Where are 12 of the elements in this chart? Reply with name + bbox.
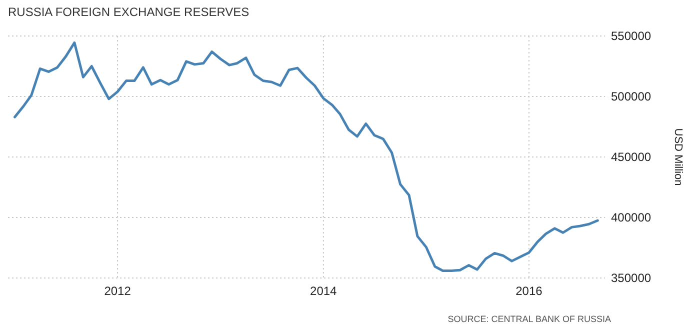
chart-title: RUSSIA FOREIGN EXCHANGE RESERVES xyxy=(8,5,250,19)
x-tick-label: 2014 xyxy=(310,284,338,298)
y-tick-label: 450000 xyxy=(611,150,652,164)
y-tick-label: 400000 xyxy=(611,210,652,225)
line-series xyxy=(14,41,599,272)
x-tick-label: 2016 xyxy=(516,284,543,298)
x-tick-label: 2012 xyxy=(104,284,132,298)
source-note: SOURCE: CENTRAL BANK OF RUSSIA xyxy=(448,314,611,324)
y-axis-title: USD Million xyxy=(672,128,684,186)
y-tick-label: 500000 xyxy=(611,90,652,104)
y-tick-label: 350000 xyxy=(611,271,652,286)
y-tick-label: 550000 xyxy=(611,29,652,44)
